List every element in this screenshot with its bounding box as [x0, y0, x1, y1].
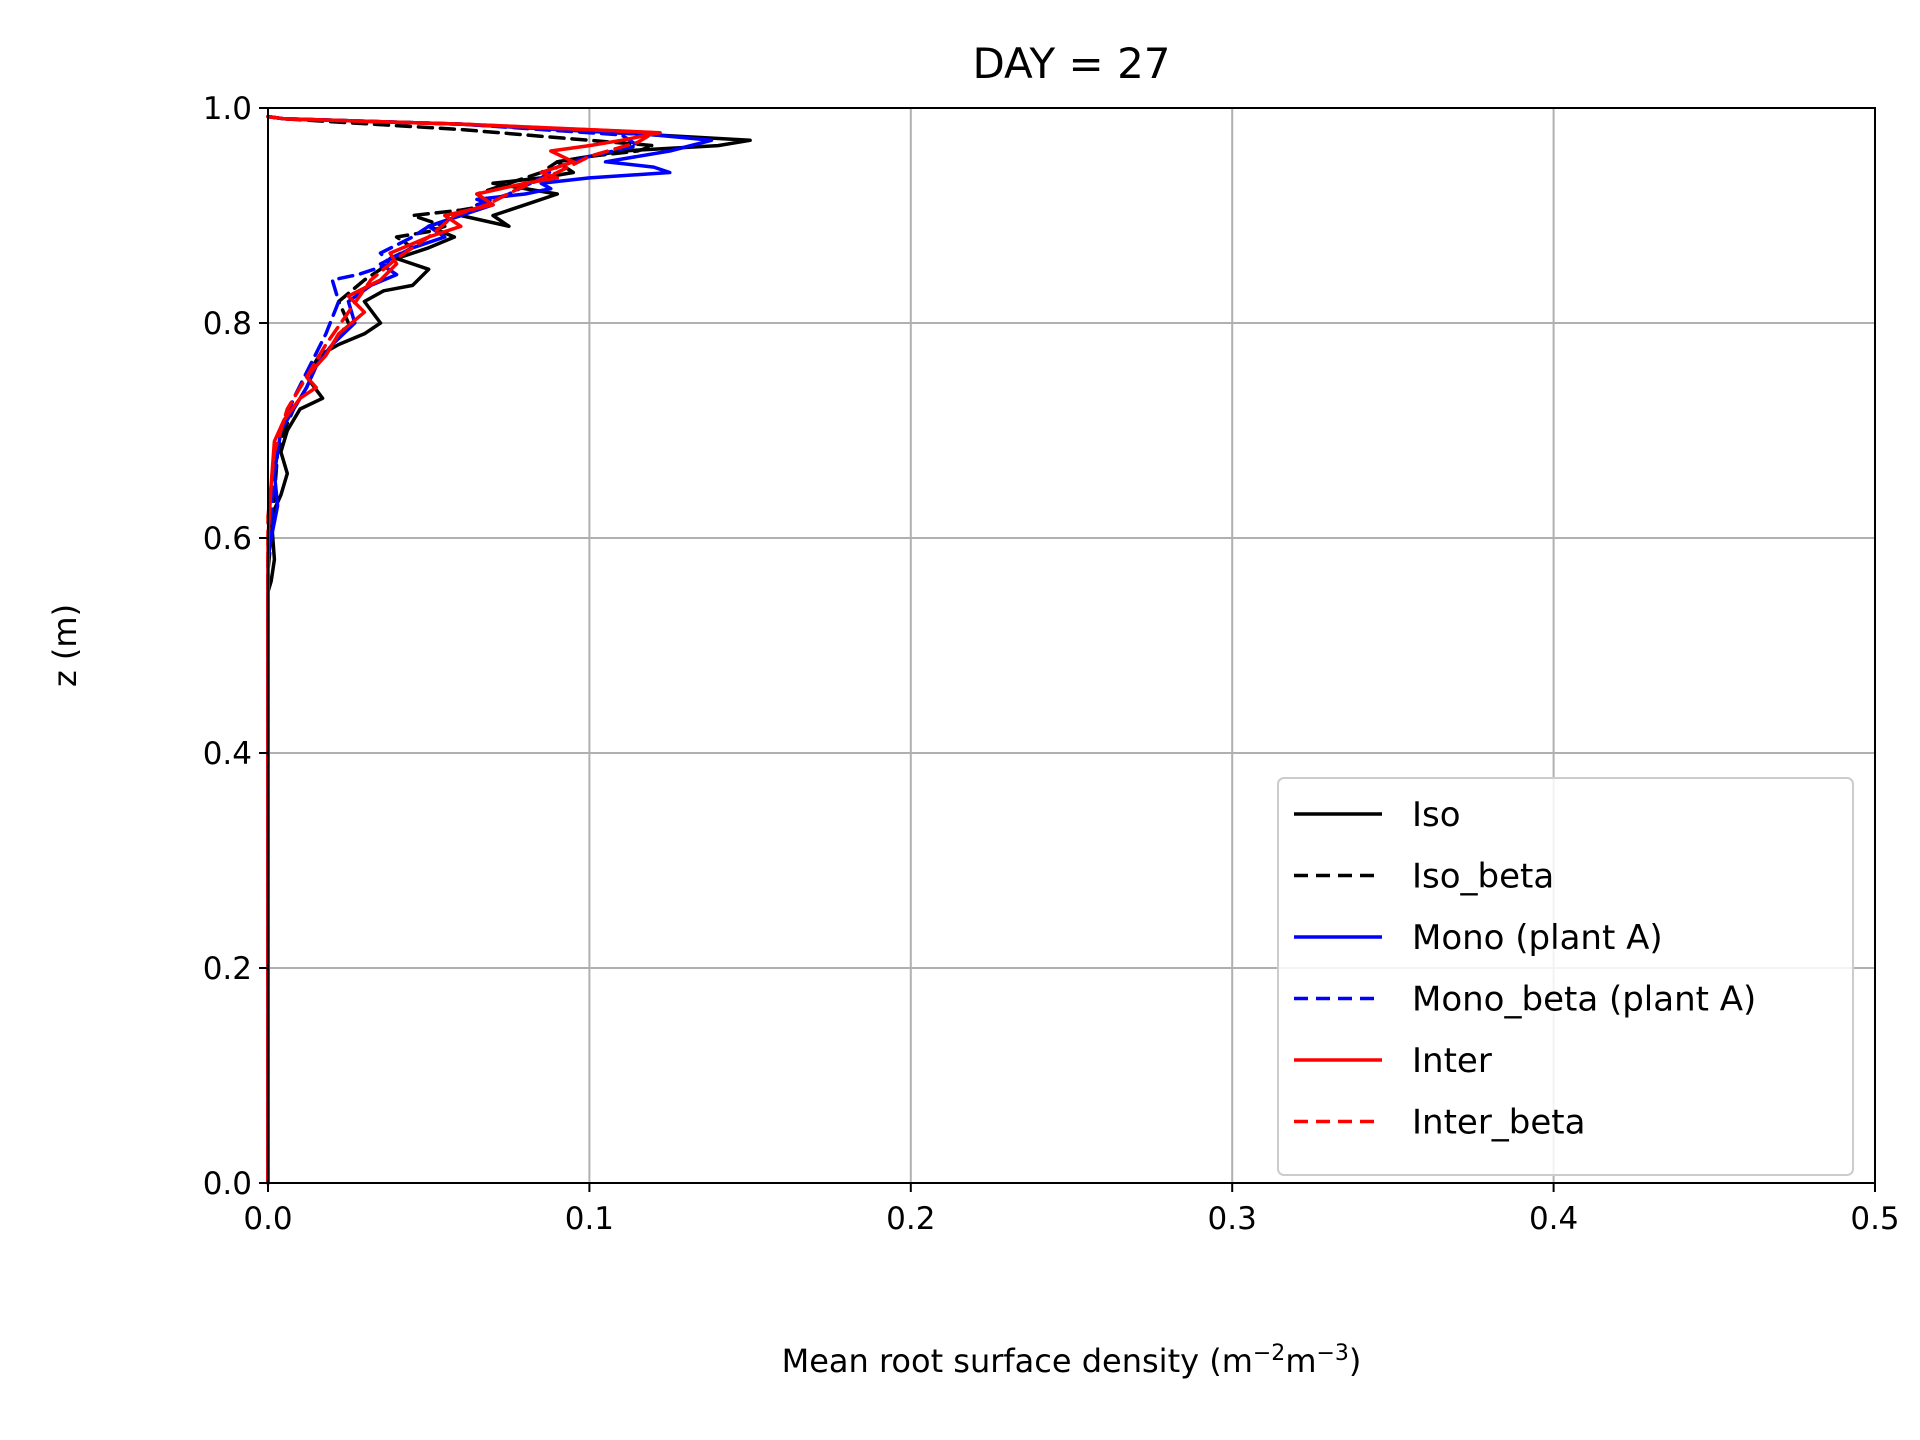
legend-label: Iso_beta — [1412, 857, 1554, 897]
x-axis-label-unit-mid: m — [1285, 1342, 1316, 1380]
x-tick-label: 0.1 — [565, 1201, 614, 1237]
legend-label: Mono (plant A) — [1412, 918, 1663, 958]
grid — [267, 107, 1876, 1184]
series-line-1 — [266, 114, 656, 1185]
legend-label: Inter — [1412, 1041, 1492, 1081]
series-lines — [266, 114, 752, 1185]
plot-frame — [267, 107, 1876, 1184]
x-axis-label-unit-close: ) — [1349, 1342, 1361, 1380]
y-tick-label: 0.8 — [203, 306, 252, 342]
legend-label: Inter_beta — [1412, 1103, 1585, 1143]
x-tick-label: 0.5 — [1850, 1201, 1899, 1237]
y-tick-label: 1.0 — [203, 91, 252, 127]
axis-ticks: 0.0 0.1 0.2 0.3 0.4 0.5 0.0 0.2 0.4 0.6 0.8 1.0 — [203, 91, 1900, 1237]
x-axis-label-unit-open: (m — [1209, 1342, 1253, 1380]
legend-label: Iso — [1412, 795, 1461, 835]
series-line-5 — [266, 114, 656, 1185]
legend-label: Mono_beta (plant A) — [1412, 980, 1756, 1020]
y-tick-label: 0.2 — [203, 951, 252, 987]
x-axis-label-text: Mean root surface density — [782, 1342, 1199, 1380]
chart-title: DAY = 27 — [972, 39, 1170, 88]
legend-box — [1277, 777, 1854, 1176]
x-axis-label: Mean root surface density (m−2m−3) — [782, 1341, 1362, 1381]
x-tick-label: 0.0 — [243, 1201, 292, 1237]
x-axis-label-exp2: −3 — [1316, 1341, 1348, 1366]
y-tick-label: 0.6 — [203, 521, 252, 557]
y-axis-label: z (m) — [46, 604, 84, 687]
y-tick-label: 0.4 — [203, 736, 252, 772]
x-tick-label: 0.4 — [1529, 1201, 1578, 1237]
x-tick-label: 0.3 — [1208, 1201, 1257, 1237]
x-tick-label: 0.2 — [886, 1201, 935, 1237]
x-axis-label-exp1: −2 — [1253, 1341, 1285, 1366]
legend: Iso Iso_beta Mono (plant A) Mono_beta (plan… — [1277, 777, 1854, 1176]
y-tick-label: 0.0 — [203, 1166, 252, 1202]
